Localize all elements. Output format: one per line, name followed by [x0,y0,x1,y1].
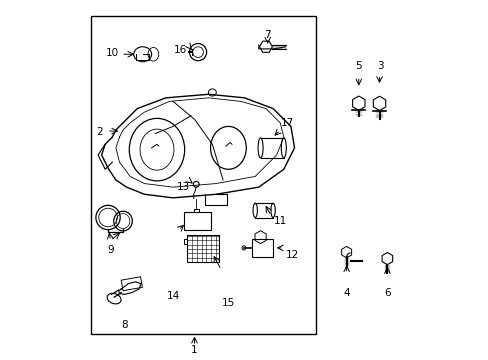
Text: 1: 1 [191,345,198,355]
Text: 11: 11 [273,216,286,226]
Bar [121,277,142,291]
Text: 5: 5 [355,61,362,71]
Text: 10: 10 [105,48,119,58]
Bar [251,239,272,257]
Text: 14: 14 [166,291,179,301]
Bar [91,16,315,334]
Bar [183,212,210,230]
Text: 13: 13 [177,182,190,192]
Text: 17: 17 [280,118,293,128]
Text: 8: 8 [122,320,128,330]
Text: 12: 12 [285,250,299,260]
Text: 9: 9 [107,245,114,255]
Bar [187,235,219,262]
Text: 3: 3 [376,61,383,71]
Text: 15: 15 [222,298,235,308]
Text: 6: 6 [383,288,390,297]
Text: 4: 4 [342,288,349,297]
Text: 2: 2 [96,127,103,137]
Text: 16: 16 [173,45,186,55]
Text: 7: 7 [264,30,270,40]
